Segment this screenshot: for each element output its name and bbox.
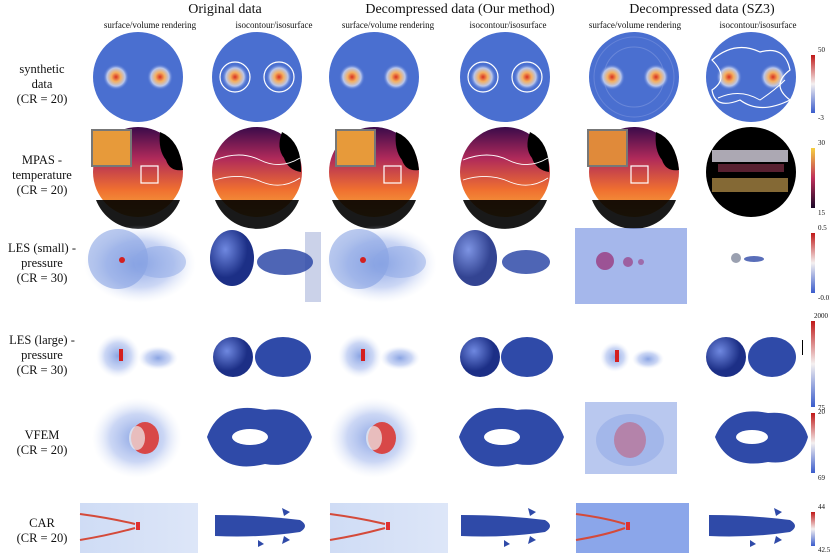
les-small-sz3-isosurface bbox=[731, 253, 764, 263]
vfem-ours-volume bbox=[329, 398, 419, 478]
colorbar-mpas-min: 15 bbox=[818, 209, 825, 217]
colorbar-les-small-max: 0.5 bbox=[818, 224, 827, 232]
vfem-sz3-volume bbox=[585, 402, 677, 474]
les-large-sz3-volume bbox=[600, 342, 664, 372]
mpas-sz3-volume bbox=[587, 127, 679, 229]
colorbar-synthetic-max: 50 bbox=[818, 46, 825, 54]
mpas-sz3-isosurface bbox=[706, 127, 796, 217]
subtitle-col2: isocontour/isosurface bbox=[235, 20, 313, 30]
mpas-ours-volume bbox=[329, 127, 419, 229]
synthetic-sz3-volume bbox=[589, 32, 679, 122]
colorbar-les-small bbox=[811, 233, 815, 293]
colorbar-les-small-min: -0.01 bbox=[818, 294, 830, 302]
colorbar-vfem-min: 69 bbox=[818, 474, 825, 482]
mpas-original-isosurface bbox=[212, 127, 302, 229]
car-ours-isosurface bbox=[461, 508, 550, 547]
car-ours-volume bbox=[329, 503, 448, 553]
mpas-original-volume bbox=[91, 127, 183, 229]
vfem-original-isosurface bbox=[207, 407, 312, 467]
les-small-original-isosurface bbox=[210, 230, 321, 302]
group-title-sz3: Decompressed data (SZ3) bbox=[629, 2, 775, 17]
colorbar-synthetic-min: -3 bbox=[818, 114, 824, 122]
colorbar-vfem bbox=[811, 413, 815, 473]
les-small-ours-isosurface bbox=[453, 230, 550, 286]
colorbar-synthetic bbox=[811, 55, 815, 113]
row-label-car: CAR (CR = 20) bbox=[16, 516, 68, 545]
synthetic-ours-volume bbox=[329, 32, 419, 122]
les-small-ours-volume bbox=[325, 225, 437, 303]
subtitle-col6: isocontour/isosurface bbox=[719, 20, 797, 30]
colorbar-les-large bbox=[811, 321, 815, 407]
group-title-original: Original data bbox=[188, 2, 262, 17]
les-large-sz3-isosurface bbox=[706, 337, 803, 377]
synthetic-sz3-isosurface bbox=[706, 32, 796, 122]
group-title-our-method: Decompressed data (Our method) bbox=[365, 2, 555, 17]
row-label-synthetic: synthetic data (CR = 20) bbox=[16, 62, 68, 106]
colorbar-car-max: 44 bbox=[818, 503, 825, 511]
row-label-les-large: LES (large) - pressure (CR = 30) bbox=[9, 333, 75, 377]
row-label-les-small: LES (small) - pressure (CR = 30) bbox=[7, 241, 77, 285]
synthetic-ours-isosurface bbox=[460, 32, 550, 122]
colorbar-car bbox=[811, 512, 815, 546]
subtitle-col3: surface/volume rendering bbox=[341, 20, 435, 30]
car-sz3-volume bbox=[575, 503, 689, 553]
synthetic-original-volume bbox=[93, 32, 183, 122]
les-large-original-volume bbox=[96, 334, 178, 378]
colorbar-les-large-max: 2000 bbox=[814, 312, 828, 320]
subtitle-col5: surface/volume rendering bbox=[588, 20, 682, 30]
car-sz3-isosurface bbox=[709, 508, 795, 547]
row-label-vfem: VFEM (CR = 20) bbox=[16, 428, 68, 457]
vfem-sz3-isosurface bbox=[715, 411, 808, 464]
vfem-original-volume bbox=[92, 398, 182, 478]
les-small-original-volume bbox=[84, 225, 196, 303]
les-large-ours-volume bbox=[338, 334, 420, 378]
mpas-ours-isosurface bbox=[460, 127, 550, 229]
les-large-original-isosurface bbox=[213, 337, 311, 377]
vfem-ours-isosurface bbox=[459, 407, 564, 467]
car-original-isosurface bbox=[215, 508, 305, 547]
les-large-ours-isosurface bbox=[460, 337, 553, 377]
colorbar-car-min: 42.5 bbox=[818, 546, 830, 554]
synthetic-original-isosurface bbox=[212, 32, 302, 122]
colorbar-vfem-max: 75 bbox=[818, 404, 825, 412]
colorbar-les-large-min: 20 bbox=[818, 408, 825, 416]
car-original-volume bbox=[79, 503, 198, 553]
colorbar-mpas-max: 30 bbox=[818, 139, 825, 147]
colorbar-mpas bbox=[811, 148, 815, 208]
subtitle-col1: surface/volume rendering bbox=[103, 20, 197, 30]
row-label-mpas: MPAS - temperature (CR = 20) bbox=[12, 153, 72, 197]
les-small-sz3-volume bbox=[575, 228, 687, 304]
subtitle-col4: isocontour/isosurface bbox=[469, 20, 547, 30]
